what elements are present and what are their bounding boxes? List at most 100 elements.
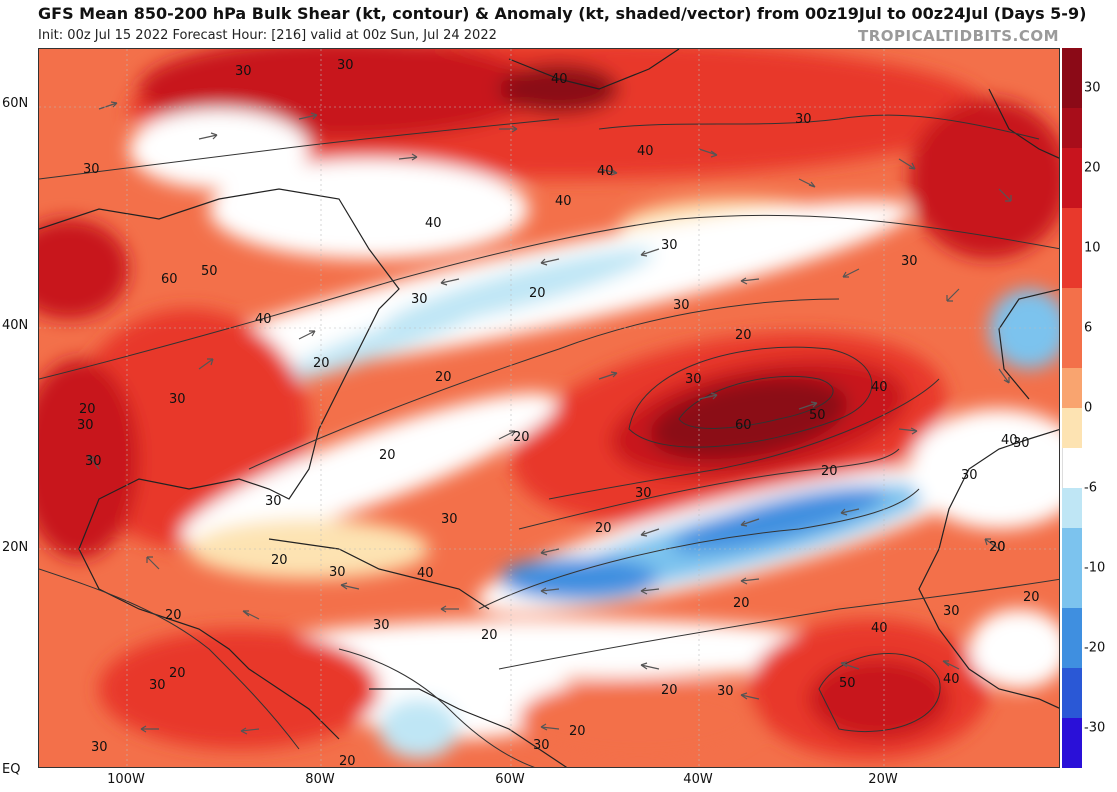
colorbar-tick: -10 [1084,560,1106,576]
contour-label: 20 [595,521,612,536]
contour-label: 20 [1023,590,1040,605]
contour-label: 30 [943,604,960,619]
colorbar-segment [1062,368,1082,408]
contour-label: 20 [79,402,96,417]
anomaly-vectors [88,101,1012,735]
contour-label: 30 [411,292,428,307]
contour-label: 30 [961,468,978,483]
contour-label: 40 [417,566,434,581]
site-credit: TROPICALTIDBITS.COM [858,27,1059,45]
contour-label: 60 [161,272,178,287]
contour-label: 20 [481,628,498,643]
contour-label: 30 [91,740,108,755]
graticule-lines [39,49,1059,767]
lat-label-60n: 60N [2,96,29,111]
contour-label: 30 [373,618,390,633]
contour-label: 20 [661,683,678,698]
colorbar-tick: 20 [1084,160,1101,176]
contour-label: 30 [169,392,186,407]
contour-label: 20 [313,356,330,371]
colorbar-segment [1062,668,1082,718]
contour-label: 20 [513,430,530,445]
lon-label-100w: 100W [107,772,145,787]
contour-label: 40 [555,194,572,209]
colorbar-segment [1062,288,1082,368]
contour-label: 20 [529,286,546,301]
contour-label: 30 [1013,436,1030,451]
contour-label: 30 [673,298,690,313]
contour-label-layer: 30 40 30 40 30 40 30 40 40 50 60 40 30 2… [77,58,1040,768]
contour-label: 30 [85,454,102,469]
contour-label: 30 [329,565,346,580]
anomaly-shading [39,49,1059,759]
colorbar-tick: 0 [1084,400,1093,416]
coastline-outlines [39,49,1059,767]
contour-label: 30 [235,64,252,79]
contour-label: 30 [533,738,550,753]
contour-label: 30 [685,372,702,387]
contour-label: 20 [271,553,288,568]
contour-label: 20 [821,464,838,479]
contour-label: 30 [77,418,94,433]
colorbar-segment [1062,408,1082,448]
map-canvas: 30 40 30 40 30 40 30 40 40 50 60 40 30 2… [39,49,1059,768]
colorbar-segment [1062,208,1082,288]
lon-label-60w: 60W [495,772,525,787]
contour-label: 40 [1001,433,1018,448]
contour-label: 20 [339,754,356,768]
colorbar-segment [1062,528,1082,608]
colorbar-segment [1062,718,1082,768]
contour-label: 40 [425,216,442,231]
lon-label-40w: 40W [683,772,713,787]
contour-label: 30 [265,494,282,509]
contour-label: 40 [551,72,568,87]
contour-label: 40 [871,380,888,395]
contour-label: 40 [597,164,614,179]
colorbar-segment [1062,48,1082,108]
contour-label: 20 [169,666,186,681]
colorbar-segment [1062,608,1082,668]
contour-label: 30 [901,254,918,269]
colorbar-tick: -20 [1084,640,1106,656]
contour-label: 40 [943,672,960,687]
lon-label-80w: 80W [305,772,335,787]
contour-label: 30 [795,112,812,127]
colorbar-tick: 6 [1084,320,1093,336]
contour-label: 30 [83,162,100,177]
contour-label: 20 [165,608,182,623]
lon-label-20w: 20W [868,772,898,787]
contour-label: 50 [809,408,826,423]
contour-label: 30 [149,678,166,693]
contour-label: 20 [569,724,586,739]
shear-map: 30 40 30 40 30 40 30 40 40 50 60 40 30 2… [38,48,1060,768]
contour-label: 20 [435,370,452,385]
colorbar-segment [1062,148,1082,208]
contour-label: 30 [661,238,678,253]
lat-label-eq: EQ [2,762,21,777]
colorbar-tick: 30 [1084,80,1101,96]
colorbar-segment [1062,448,1083,488]
contour-label: 40 [871,621,888,636]
colorbar-tick: -6 [1084,480,1097,496]
contour-label: 20 [733,596,750,611]
contour-label: 20 [989,540,1006,555]
contour-label: 20 [735,328,752,343]
contour-label: 30 [337,58,354,73]
map-title: GFS Mean 850-200 hPa Bulk Shear (kt, con… [38,4,1087,23]
contour-label: 50 [201,264,218,279]
contour-label: 60 [735,418,752,433]
contour-label: 40 [637,144,654,159]
colorbar-segment [1062,108,1082,148]
colorbar-tick: -30 [1084,720,1106,736]
contour-label: 20 [989,540,1006,555]
lat-label-20n: 20N [2,540,29,555]
contour-label: 30 [717,684,734,699]
lat-label-40n: 40N [2,318,29,333]
colorbar [1062,48,1083,768]
map-subtitle: Init: 00z Jul 15 2022 Forecast Hour: [21… [38,28,497,43]
contour-label: 30 [635,486,652,501]
contour-label: 20 [379,448,396,463]
contour-label: 50 [839,676,856,691]
contour-label: 40 [255,312,272,327]
colorbar-tick: 10 [1084,240,1101,256]
